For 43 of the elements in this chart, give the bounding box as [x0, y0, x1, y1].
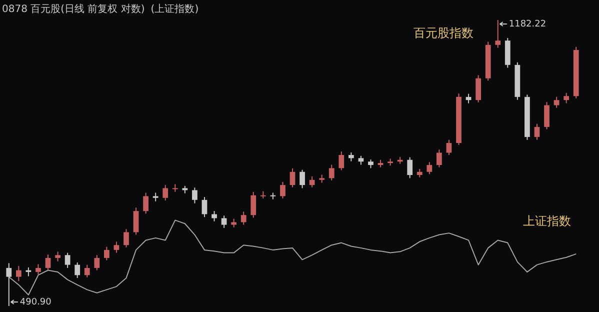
candlestick [36, 264, 41, 276]
candlestick [94, 254, 100, 271]
candlestick [476, 74, 482, 103]
candlestick [172, 184, 178, 192]
candlestick [192, 187, 198, 204]
candlestick [84, 264, 90, 278]
candlestick [270, 192, 276, 200]
candlestick [64, 252, 70, 268]
candlestick [554, 96, 560, 108]
candlestick [544, 102, 550, 130]
candlestick [45, 254, 51, 271]
candlestick [338, 151, 344, 171]
candlestick [407, 156, 413, 179]
candlestick [162, 184, 168, 201]
candlestick [328, 164, 334, 181]
candlestick [564, 92, 570, 104]
candlestick [446, 139, 452, 156]
candlestick [143, 192, 148, 214]
candlestick [124, 228, 129, 248]
candlestick [300, 169, 305, 189]
candlestick [250, 191, 256, 218]
annotation: 490.90 [20, 297, 52, 308]
series-label: 百元股指数 [413, 26, 474, 40]
candlestick [309, 176, 315, 188]
annotation: 1182.22 [508, 19, 546, 30]
candlestick [436, 149, 442, 168]
candlestick [74, 262, 80, 278]
candlestick [290, 168, 296, 188]
chart-title: 0878 百元股(日线 前复权 对数) [2, 4, 145, 15]
candlestick [104, 246, 110, 261]
candlestick [212, 210, 217, 222]
candlestick [221, 215, 227, 228]
candlestick [240, 211, 246, 226]
candlestick [114, 241, 120, 254]
candlestick [55, 251, 60, 262]
candlestick [202, 196, 208, 218]
candlestick [133, 207, 139, 236]
candlestick [534, 123, 540, 140]
chart-subtitle: (上证指数) [150, 4, 199, 15]
candlestick [280, 181, 286, 199]
candlestick [426, 162, 432, 175]
candlestick [16, 265, 22, 282]
series-label: 上证指数 [522, 214, 571, 228]
